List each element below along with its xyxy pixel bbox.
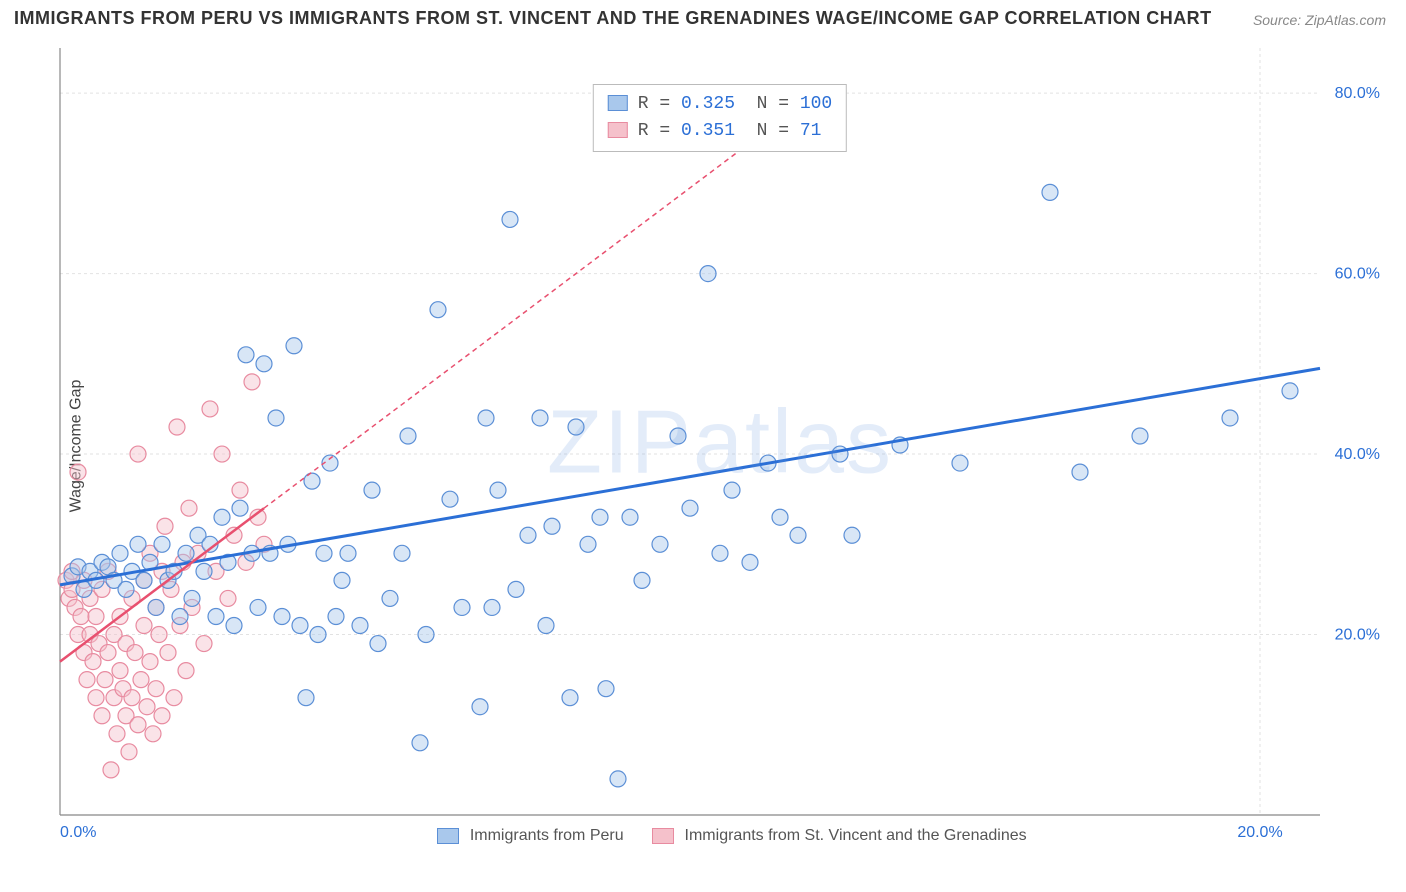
series-legend: Immigrants from Peru Immigrants from St.… (50, 827, 1390, 845)
legend-swatch-1 (437, 828, 459, 844)
chart-svg: 20.0%40.0%60.0%80.0%0.0%20.0% (50, 40, 1390, 845)
r-value-2: 0.351 (681, 121, 735, 141)
svg-text:80.0%: 80.0% (1335, 85, 1380, 102)
legend-row-1: R = 0.325 N = 100 (608, 91, 832, 118)
n-value-1: 100 (800, 94, 832, 114)
legend-swatch-2 (652, 828, 674, 844)
legend-row-2: R = 0.351 N = 71 (608, 118, 832, 145)
legend-label-1: Immigrants from Peru (470, 827, 624, 844)
svg-text:60.0%: 60.0% (1335, 266, 1380, 283)
swatch-series-1 (608, 95, 628, 111)
scatter-plot: 20.0%40.0%60.0%80.0%0.0%20.0% ZIPatlas R… (50, 40, 1390, 845)
chart-title: IMMIGRANTS FROM PERU VS IMMIGRANTS FROM … (14, 8, 1212, 29)
svg-text:20.0%: 20.0% (1335, 627, 1380, 644)
n-value-2: 71 (800, 121, 822, 141)
swatch-series-2 (608, 122, 628, 138)
r-value-1: 0.325 (681, 94, 735, 114)
svg-text:40.0%: 40.0% (1335, 446, 1380, 463)
correlation-legend: R = 0.325 N = 100 R = 0.351 N = 71 (593, 84, 847, 152)
source-attrib: Source: ZipAtlas.com (1253, 12, 1386, 28)
legend-label-2: Immigrants from St. Vincent and the Gren… (685, 827, 1027, 844)
